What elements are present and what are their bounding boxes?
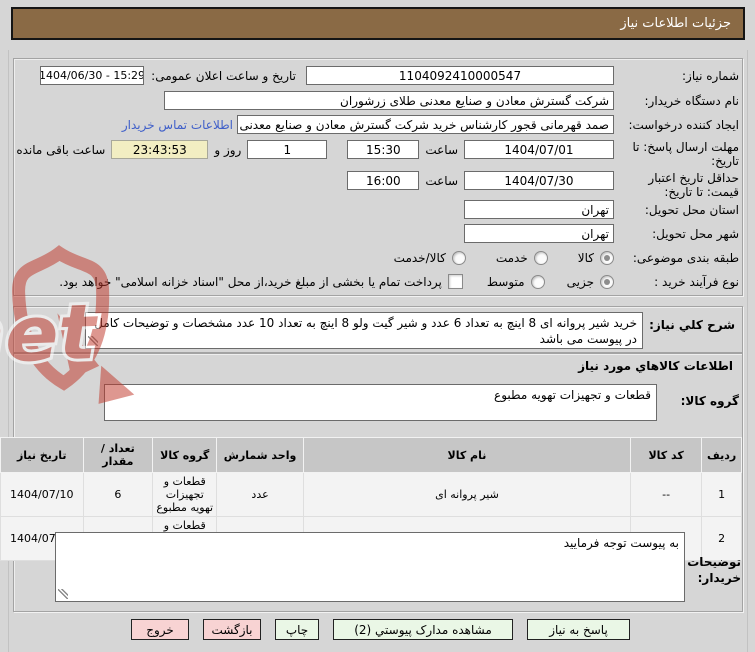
buyer-notes-label: توضیحات خریدار: [687,555,741,585]
validity-row: حداقل تاریخ اعتبار قیمت: تا تاریخ: 1404/… [347,171,739,199]
validity-hour-label: ساعت [425,174,458,188]
need-number-field[interactable]: 1104092410000547 [306,66,614,85]
description-panel: شرح کلي نیاز: خرید شیر پروانه ای 8 اینچ … [13,306,743,353]
button-bar: پاسخ به نیاز مشاهده مدارک پیوستي (2) چاپ… [131,619,630,640]
items-section-header: اطلاعات کالاهاي مورد نیاز [578,359,733,373]
time-left-badge: 23:43:53 [111,140,209,159]
validity-time-field[interactable]: 16:00 [347,171,420,190]
col-unit: واحد شمارش [216,437,304,473]
item-group-field[interactable]: قطعات و تجهیزات تهویه مطبوع [104,384,657,421]
cell-item-name: شیر پروانه ای [302,472,632,517]
need-number-label: شماره نیاز: [682,68,739,83]
table-header-row: ردیف کد کالا نام کالا واحد شمارش گروه کا… [0,437,742,473]
buyer-notes-text: به پیوست توجه فرمایید [563,536,679,550]
creator-row: ایجاد کننده درخواست: صمد قهرمانی قجور کا… [122,115,739,134]
description-label: شرح کلي نیاز: [649,318,735,332]
buyer-notes-row: توضیحات خریدار: به پیوست توجه فرمایید [55,532,741,602]
cell-row-number: 1 [701,472,742,517]
view-documents-button[interactable]: مشاهده مدارک پیوستي (2) [333,619,513,640]
radio-kala[interactable]: کالا [578,251,614,265]
deadline-label: مهلت ارسال پاسخ: تا تاریخ: [632,140,739,168]
cell-quantity: 6 [82,472,154,517]
description-textarea[interactable]: خرید شیر پروانه ای 8 اینچ به تعداد 6 عدد… [85,312,643,349]
province-label: استان محل تحویل: [644,202,739,217]
resize-handle-icon[interactable] [58,589,68,599]
col-item-code: کد کالا [630,437,703,473]
page-title: جزئیات اطلاعات نیاز [11,7,745,40]
col-item-name: نام کالا [302,437,632,473]
time-left-label: ساعت باقی مانده [16,143,106,157]
checkbox-icon[interactable] [447,274,463,289]
item-group-text: قطعات و تجهیزات تهویه مطبوع [494,388,651,402]
col-need-date: تاریخ نیاز [0,437,84,473]
province-row: استان محل تحویل: تهران [464,200,739,219]
radio-kala-khedmat[interactable]: کالا/خدمت [394,251,466,265]
cell-row-number: 2 [701,516,742,561]
radio-khedmat[interactable]: خدمت [496,251,548,265]
print-button[interactable]: چاپ [275,619,319,640]
col-item-group: گروه کالا [152,437,218,473]
deadline-row: مهلت ارسال پاسخ: تا تاریخ: 1404/07/01 سا… [10,140,739,168]
respond-button[interactable]: پاسخ به نیاز [527,619,630,640]
deadline-date-field[interactable]: 1404/07/01 [464,140,614,159]
radio-motevasset[interactable]: متوسط [487,274,545,289]
cell-need-date: 1404/07/10 [0,472,84,517]
col-quantity: تعداد / مقدار [82,437,154,473]
exit-button[interactable]: خروج [131,619,189,640]
col-row-number: ردیف [701,437,742,473]
radio-icon[interactable] [451,251,466,265]
days-left-field[interactable]: 1 [247,140,328,159]
buyer-label: نام دستگاه خریدار: [644,93,740,108]
validity-label: حداقل تاریخ اعتبار قیمت: تا تاریخ: [648,171,739,199]
need-number-row: شماره نیاز: 1104092410000547 تاریخ و ساع… [40,66,739,85]
buyer-field[interactable]: شرکت گسترش معادن و صنایع معدنی طلای زرشو… [164,91,614,110]
buyer-notes-textarea[interactable]: به پیوست توجه فرمایید [55,532,685,602]
deadline-hour-label: ساعت [425,143,458,157]
treasury-checkbox[interactable]: پرداخت تمام یا بخشی از مبلغ خرید،از محل … [59,274,463,289]
city-label: شهر محل تحویل: [652,226,739,241]
cell-unit: عدد [216,472,304,517]
classification-row: طبقه بندی موضوعی: کالا خدمت کالا/خدمت [394,251,739,265]
table-row: 1 -- شیر پروانه ای عدد قطعات و تجهیزات ت… [0,472,742,517]
radio-icon[interactable] [530,274,545,289]
creator-label: ایجاد کننده درخواست: [628,117,739,132]
radio-selected-icon[interactable] [600,274,614,289]
announce-field[interactable]: 1404/06/30 - 15:29 [40,66,144,85]
cell-item-code: -- [630,472,703,517]
buyer-contact-link[interactable]: اطلاعات تماس خریدار [121,117,233,132]
radio-selected-icon[interactable] [600,251,614,265]
creator-field[interactable]: صمد قهرمانی قجور کارشناس خرید شرکت گسترش… [237,115,614,134]
need-details-panel [13,58,743,296]
buyer-row: نام دستگاه خریدار: شرکت گسترش معادن و صن… [164,91,739,110]
classification-label: طبقه بندی موضوعی: [632,251,739,265]
description-text: خرید شیر پروانه ای 8 اینچ به تعداد 6 عدد… [94,316,637,346]
city-row: شهر محل تحویل: تهران [464,224,739,243]
process-label: نوع فرآیند خرید : [654,274,739,289]
resize-handle-icon[interactable] [88,336,98,346]
city-field[interactable]: تهران [464,224,614,243]
radio-icon[interactable] [533,251,548,265]
cell-item-group: قطعات و تجهیزات تهویه مطبوع [152,472,218,517]
announce-label: تاریخ و ساعت اعلان عمومی: [151,68,296,83]
process-row: نوع فرآیند خرید : جزیی متوسط پرداخت تمام… [59,274,739,289]
back-button[interactable]: بازگشت [203,619,261,640]
deadline-time-field[interactable]: 15:30 [347,140,420,159]
radio-jozii[interactable]: جزیی [567,274,614,289]
item-group-row: گروه کالا: قطعات و تجهیزات تهویه مطبوع [104,384,739,421]
item-group-label: گروه کالا: [680,394,739,408]
days-and-label: روز و [214,143,242,157]
province-field[interactable]: تهران [464,200,614,219]
validity-date-field[interactable]: 1404/07/30 [464,171,614,190]
